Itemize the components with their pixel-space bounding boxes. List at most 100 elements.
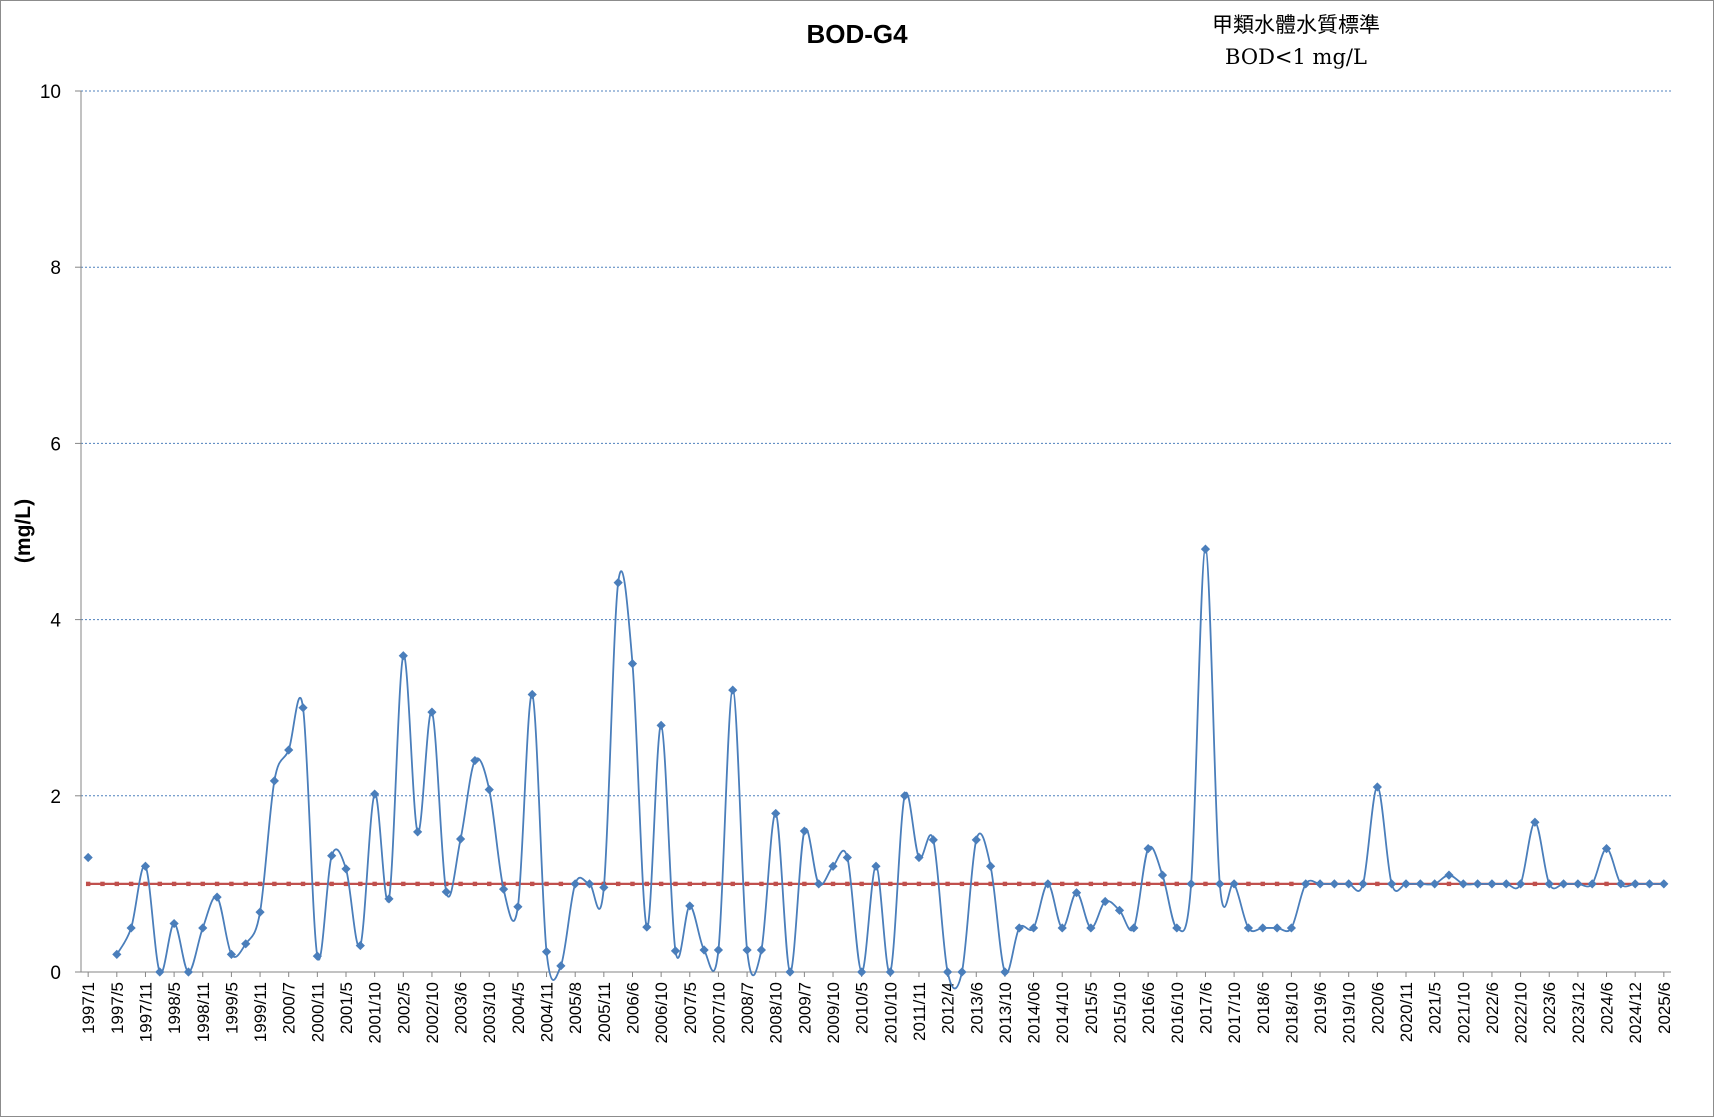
y-tick-labels: 0 2 4 6 8 10 bbox=[40, 82, 62, 984]
standard-marker bbox=[386, 881, 392, 887]
standard-marker bbox=[401, 881, 406, 887]
standard-marker bbox=[1088, 881, 1094, 887]
bod-point bbox=[971, 835, 981, 845]
x-tick-label: 2006/10 bbox=[652, 982, 671, 1043]
standard-marker bbox=[673, 881, 678, 887]
standard-marker bbox=[644, 881, 650, 887]
x-tick-label: 2024/6 bbox=[1598, 982, 1617, 1034]
x-tick-label: 1999/5 bbox=[222, 982, 241, 1034]
standard-annotation-line1: 甲類水體水質標準 bbox=[1212, 13, 1380, 37]
bod-point bbox=[1458, 879, 1468, 889]
bod-point bbox=[857, 967, 867, 977]
bod-point bbox=[670, 946, 681, 956]
bod-point bbox=[1329, 879, 1339, 889]
bod-point bbox=[1258, 923, 1268, 933]
x-tick-label: 1997/5 bbox=[108, 982, 127, 1034]
gridlines bbox=[81, 90, 1671, 797]
bod-point bbox=[498, 884, 509, 894]
x-tick-label: 2019/6 bbox=[1311, 982, 1330, 1034]
bod-point bbox=[1086, 923, 1096, 933]
x-tick-label: 2017/6 bbox=[1196, 982, 1215, 1034]
standard-marker bbox=[873, 881, 879, 887]
bod-point bbox=[398, 651, 408, 661]
x-tick-label: 2013/6 bbox=[967, 982, 986, 1034]
bod-point bbox=[513, 902, 523, 912]
bod-point bbox=[155, 967, 165, 977]
standard-marker bbox=[186, 881, 191, 887]
x-tick-label: 2002/10 bbox=[423, 982, 442, 1043]
bod-point bbox=[112, 949, 122, 959]
x-tick-label: 2018/6 bbox=[1254, 982, 1273, 1034]
standard-marker bbox=[845, 881, 850, 887]
bod-point bbox=[83, 852, 93, 863]
bod-point bbox=[427, 707, 437, 717]
bod-point bbox=[1473, 879, 1483, 889]
x-tick-label: 2006/6 bbox=[623, 982, 642, 1034]
x-tick-label: 2009/10 bbox=[824, 982, 843, 1043]
bod-point bbox=[1644, 879, 1655, 889]
bod-point bbox=[828, 861, 838, 871]
bod-point bbox=[312, 951, 322, 961]
bod-point bbox=[1487, 879, 1497, 889]
standard-marker bbox=[773, 881, 778, 887]
bod-point bbox=[1544, 879, 1554, 889]
standard-marker bbox=[114, 881, 120, 887]
bod-point bbox=[1229, 879, 1239, 889]
bod-point bbox=[413, 827, 423, 837]
bod-point bbox=[355, 940, 365, 951]
standard-marker bbox=[916, 881, 922, 887]
bod-point bbox=[642, 922, 652, 932]
bod-point bbox=[298, 703, 308, 713]
x-tick-label: 2005/8 bbox=[566, 982, 585, 1034]
standard-marker bbox=[787, 881, 793, 887]
standard-marker bbox=[974, 881, 979, 887]
bod-line bbox=[116, 548, 1664, 990]
standard-marker bbox=[687, 881, 692, 887]
standard-marker bbox=[931, 881, 936, 887]
x-tick-label: 1998/11 bbox=[194, 982, 213, 1042]
standard-marker bbox=[358, 881, 363, 887]
y-tick-label: 2 bbox=[50, 787, 61, 808]
x-tick-label: 2024/12 bbox=[1626, 982, 1645, 1043]
bod-point bbox=[985, 861, 996, 871]
x-tick-label: 1997/1 bbox=[79, 982, 98, 1034]
standard-marker bbox=[1174, 881, 1180, 887]
standard-marker bbox=[143, 881, 148, 887]
bod-point bbox=[455, 834, 466, 844]
x-tick-label: 2000/11 bbox=[308, 982, 327, 1042]
bod-point bbox=[771, 808, 781, 819]
bod-point bbox=[1558, 879, 1569, 889]
standard-marker bbox=[1375, 881, 1380, 887]
x-tick-label: 2015/5 bbox=[1082, 982, 1101, 1034]
standard-marker bbox=[128, 881, 134, 887]
standard-marker bbox=[257, 881, 263, 887]
bod-point bbox=[613, 577, 623, 588]
x-tick-label: 2010/5 bbox=[853, 982, 872, 1034]
standard-marker bbox=[701, 881, 707, 887]
bod-point bbox=[1172, 923, 1182, 933]
x-tick-label: 2017/10 bbox=[1225, 982, 1244, 1043]
standard-marker bbox=[501, 881, 506, 887]
x-tick-label: 2003/10 bbox=[480, 982, 499, 1043]
standard-marker bbox=[1117, 881, 1122, 887]
standard-marker bbox=[658, 881, 664, 887]
standard-marker bbox=[415, 881, 420, 887]
standard-marker bbox=[716, 881, 721, 887]
standard-marker bbox=[243, 881, 248, 887]
x-tick-label: 2002/5 bbox=[394, 982, 413, 1034]
x-tick-label: 2015/10 bbox=[1111, 982, 1130, 1043]
bod-point bbox=[556, 961, 566, 971]
y-axis-label: (mg/L) bbox=[12, 499, 35, 563]
bod-point bbox=[269, 776, 279, 786]
standard-marker bbox=[1446, 881, 1452, 887]
x-tick-label: 2001/5 bbox=[337, 982, 356, 1034]
standard-marker bbox=[615, 881, 621, 887]
bod-point bbox=[1616, 879, 1626, 889]
bod-point bbox=[327, 851, 337, 861]
bod-point bbox=[1515, 879, 1526, 889]
x-tick-label: 2007/10 bbox=[709, 982, 728, 1043]
standard-marker bbox=[630, 881, 635, 887]
standard-marker bbox=[171, 881, 177, 887]
